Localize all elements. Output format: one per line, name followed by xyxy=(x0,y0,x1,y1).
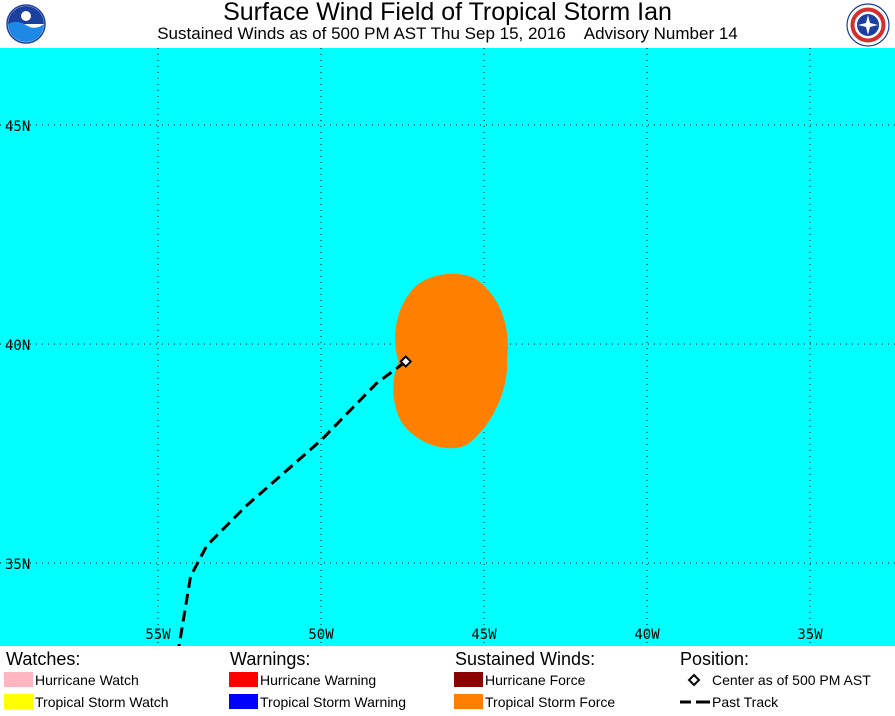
legend-watches-heading: Watches: xyxy=(6,649,81,669)
page-subtitle: Sustained Winds as of 500 PM AST Thu Sep… xyxy=(157,24,738,43)
longitude-label: 50W xyxy=(308,627,334,643)
latitude-label: 40N xyxy=(5,338,30,354)
hurricane-watch-swatch xyxy=(4,672,33,687)
hurricane-warning-swatch xyxy=(229,672,258,687)
tropical-storm-warning-swatch xyxy=(229,694,258,709)
hurricane-force-swatch xyxy=(454,672,483,687)
legend: Watches: Hurricane Watch Tropical Storm … xyxy=(0,646,895,716)
legend-winds-heading: Sustained Winds: xyxy=(455,649,596,669)
latitude-label: 45N xyxy=(5,119,30,135)
page-title: Surface Wind Field of Tropical Storm Ian xyxy=(223,0,672,26)
past-track-line xyxy=(177,360,407,646)
diamond-icon xyxy=(687,673,701,687)
graticule xyxy=(0,48,895,646)
legend-warnings-heading: Warnings: xyxy=(230,649,311,669)
tropical-storm-force-area xyxy=(393,273,508,449)
longitude-label: 45W xyxy=(471,627,497,643)
header: Surface Wind Field of Tropical Storm Ian… xyxy=(0,0,895,48)
dashed-line-icon xyxy=(680,700,710,704)
wind-field-map: 55W 50W 45W 40W 35W 45N 40N 35N xyxy=(0,48,895,646)
longitude-label: 55W xyxy=(145,627,171,643)
longitude-label: 35W xyxy=(797,627,823,643)
grid-labels: 55W 50W 45W 40W 35W 45N 40N 35N xyxy=(5,119,823,643)
legend-position-heading: Position: xyxy=(680,649,750,669)
storm-center-diamond xyxy=(399,355,413,368)
tropical-storm-watch-swatch xyxy=(4,694,33,709)
nws-logo xyxy=(846,3,890,47)
noaa-logo xyxy=(6,4,46,44)
tropical-storm-force-swatch xyxy=(454,694,483,709)
latitude-label: 35N xyxy=(5,557,30,573)
longitude-label: 40W xyxy=(634,627,660,643)
